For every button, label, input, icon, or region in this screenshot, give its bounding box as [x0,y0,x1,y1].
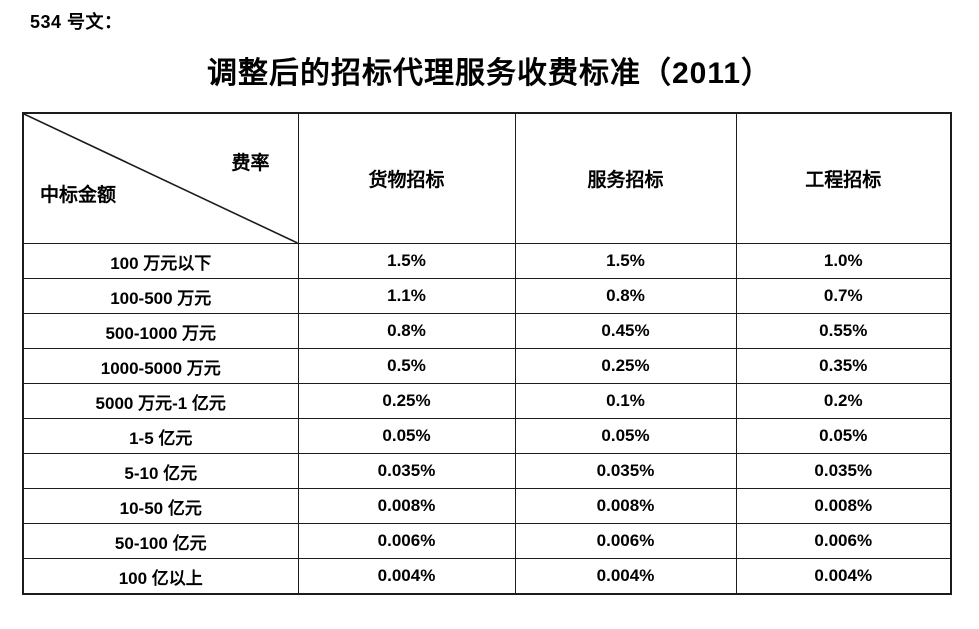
table-row: 10-50 亿元 0.008% 0.008% 0.008% [22,488,952,524]
table-row: 500-1000 万元 0.8% 0.45% 0.55% [22,313,952,349]
amount-cell: 5-10 亿元 [22,453,299,489]
rate-cell: 1.5% [297,243,516,279]
rate-cell: 0.7% [735,278,952,314]
rate-cell: 0.004% [514,558,737,595]
table-row: 100 万元以下 1.5% 1.5% 1.0% [22,243,952,279]
corner-amount-label: 中标金额 [40,185,117,206]
fee-table-body: 费率 中标金额 货物招标 服务招标 工程招标 100 万元以下 1.5% 1.5% 1… [22,112,952,595]
fee-rate-table: 费率 中标金额 货物招标 服务招标 工程招标 100 万元以下 1.5% 1.5% 1… [22,112,952,595]
table-row: 1-5 亿元 0.05% 0.05% 0.05% [22,418,952,454]
amount-cell: 100 亿以上 [22,558,299,595]
amount-cell: 100-500 万元 [22,278,299,314]
rate-cell: 0.2% [735,383,952,419]
doc-number-label: 534 号文： [30,12,123,32]
corner-cell: 费率 中标金额 [22,112,299,244]
amount-cell: 100 万元以下 [22,243,299,279]
rate-cell: 0.05% [297,418,516,454]
table-row: 1000-5000 万元 0.5% 0.25% 0.35% [22,348,952,384]
rate-cell: 0.008% [297,488,516,524]
diagonal-line [24,114,298,243]
rate-cell: 0.035% [297,453,516,489]
rate-cell: 1.5% [514,243,737,279]
amount-cell: 5000 万元-1 亿元 [22,383,299,419]
amount-cell: 500-1000 万元 [22,313,299,349]
rate-cell: 0.035% [514,453,737,489]
rate-cell: 0.1% [514,383,737,419]
rate-cell: 0.008% [514,488,737,524]
rate-cell: 0.5% [297,348,516,384]
rate-cell: 0.45% [514,313,737,349]
rate-cell: 0.008% [735,488,952,524]
rate-cell: 0.006% [735,523,952,559]
column-header-goods: 货物招标 [297,112,516,244]
amount-cell: 1-5 亿元 [22,418,299,454]
corner-fee-rate-label: 费率 [231,153,270,174]
rate-cell: 0.25% [297,383,516,419]
page-title: 调整后的招标代理服务收费标准（2011） [206,57,773,90]
table-header-row: 费率 中标金额 货物招标 服务招标 工程招标 [22,112,952,244]
table-row: 100 亿以上 0.004% 0.004% 0.004% [22,558,952,595]
rate-cell: 0.05% [735,418,952,454]
rate-cell: 0.006% [514,523,737,559]
rate-cell: 0.035% [735,453,952,489]
rate-cell: 0.35% [735,348,952,384]
rate-cell: 0.8% [297,313,516,349]
rate-cell: 0.004% [735,558,952,595]
rate-cell: 0.004% [297,558,516,595]
amount-cell: 50-100 亿元 [22,523,299,559]
rate-cell: 0.55% [735,313,952,349]
rate-cell: 0.8% [514,278,737,314]
table-row: 5000 万元-1 亿元 0.25% 0.1% 0.2% [22,383,952,419]
rate-cell: 0.05% [514,418,737,454]
table-row: 100-500 万元 1.1% 0.8% 0.7% [22,278,952,314]
rate-cell: 0.006% [297,523,516,559]
amount-cell: 10-50 亿元 [22,488,299,524]
column-header-engineering: 工程招标 [735,112,952,244]
table-row: 50-100 亿元 0.006% 0.006% 0.006% [22,523,952,559]
table-row: 5-10 亿元 0.035% 0.035% 0.035% [22,453,952,489]
rate-cell: 0.25% [514,348,737,384]
rate-cell: 1.0% [735,243,952,279]
rate-cell: 1.1% [297,278,516,314]
column-header-services: 服务招标 [514,112,737,244]
amount-cell: 1000-5000 万元 [22,348,299,384]
